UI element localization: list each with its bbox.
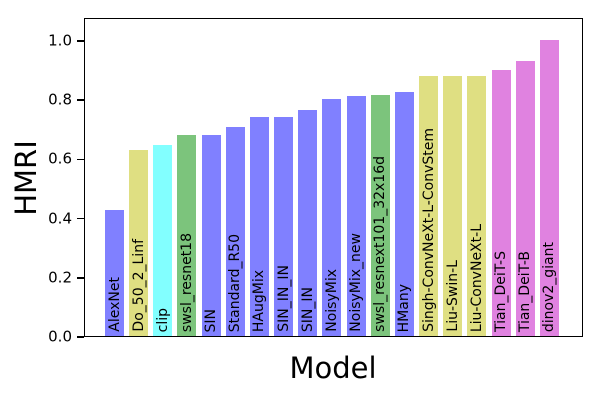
- bar: Singh-ConvNeXt-L-ConvStem: [419, 75, 439, 336]
- bar-label: SIN: [203, 308, 220, 333]
- bar-label: clip: [154, 307, 171, 332]
- bar: HAugMix: [249, 116, 269, 336]
- bar-label: SIN_IN_IN: [275, 265, 292, 332]
- bar-label: Tian_DeiT-B: [517, 250, 534, 332]
- bar: clip: [153, 145, 173, 336]
- y-tick-label: 1.0: [48, 31, 72, 50]
- bar: swsl_resnet18: [177, 134, 197, 336]
- bar-label: NoisyMix: [323, 269, 340, 332]
- bar-label: swsl_resnet18: [178, 232, 195, 332]
- bar-label: NoisyMix_new: [348, 233, 365, 332]
- y-tick-mark: [77, 99, 84, 101]
- bar: Tian_DeiT-B: [515, 60, 535, 336]
- bar-label: Singh-ConvNeXt-L-ConvStem: [420, 128, 437, 332]
- bar: Standard_R50: [225, 127, 245, 336]
- bar-label: Standard_R50: [227, 233, 244, 332]
- bar: NoisyMix: [322, 99, 342, 336]
- bar: AlexNet: [105, 210, 124, 336]
- bar: HMany: [394, 91, 414, 336]
- y-tick-label: 0.4: [48, 209, 72, 228]
- y-tick-label: 0.8: [48, 90, 72, 109]
- bar-label: Liu-Swin-L: [444, 260, 461, 332]
- bar-label: dinov2_giant: [541, 241, 558, 332]
- bar-label: Tian_DeiT-S: [493, 251, 509, 332]
- bar-label: SIN_IN: [299, 286, 316, 332]
- bar: dinov2_giant: [539, 40, 559, 336]
- bar: SIN: [201, 134, 221, 336]
- bar-label: AlexNet: [106, 277, 123, 332]
- y-tick-mark: [77, 217, 84, 220]
- y-tick-label: 0.6: [48, 149, 72, 168]
- y-tick-mark: [77, 277, 84, 279]
- bar: Tian_DeiT-S: [491, 69, 511, 336]
- bar: NoisyMix_new: [346, 96, 366, 336]
- bar-label: Do_50_2_Linf: [130, 239, 147, 332]
- y-tick-label: 0.0: [48, 327, 72, 346]
- bar-label: HMany: [396, 283, 413, 332]
- x-axis-title: Model: [289, 351, 377, 385]
- y-tick-mark: [77, 40, 84, 42]
- bar: SIN_IN_IN: [274, 116, 294, 336]
- bar-label: HAugMix: [251, 269, 268, 332]
- bar: SIN_IN: [298, 109, 318, 336]
- y-tick-label: 0.2: [48, 268, 72, 287]
- y-tick-mark: [77, 158, 84, 161]
- bar: swsl_resnext101_32x16d: [370, 94, 390, 336]
- bar-label: Liu-ConvNeXt-L: [468, 223, 485, 332]
- bar: Do_50_2_Linf: [129, 149, 149, 336]
- bar: Liu-Swin-L: [443, 75, 463, 336]
- y-tick-mark: [77, 336, 84, 338]
- bar-label: swsl_resnext101_32x16d: [372, 156, 389, 332]
- bar: Liu-ConvNeXt-L: [467, 75, 487, 336]
